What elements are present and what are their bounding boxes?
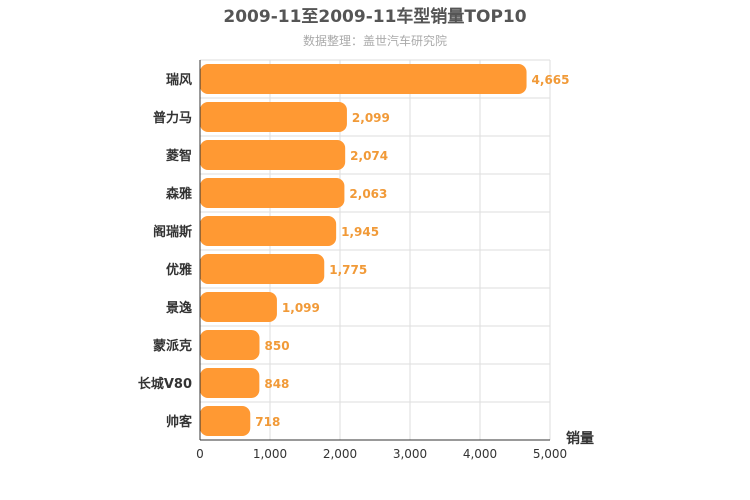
chart-subtitle: 数据整理：盖世汽车研究院: [303, 33, 447, 48]
category-label: 菱智: [166, 148, 192, 164]
category-label: 长城V80: [138, 376, 192, 392]
x-tick-label: 5,000: [533, 447, 567, 461]
chart-title: 2009-11至2009-11车型销量TOP10: [223, 6, 526, 27]
category-label: 帅客: [166, 414, 193, 430]
bar[interactable]: [200, 102, 347, 132]
value-label: 850: [265, 339, 290, 353]
category-label: 阁瑞斯: [153, 224, 192, 240]
labels: 0 1,000 2,000 3,000 4,000 5,000 瑞风 4,665 普力马 2,09…: [138, 72, 570, 461]
bar[interactable]: [200, 64, 527, 94]
bar[interactable]: [200, 254, 325, 284]
value-label: 848: [264, 377, 289, 391]
value-label: 2,074: [350, 149, 388, 163]
value-label: 718: [255, 415, 280, 429]
bar[interactable]: [200, 178, 345, 208]
category-label: 景逸: [166, 300, 192, 316]
bar[interactable]: [200, 406, 251, 436]
category-label: 瑞风: [166, 72, 192, 88]
bar[interactable]: [200, 330, 260, 360]
x-tick-label: 0: [196, 447, 204, 461]
value-label: 1,945: [341, 225, 379, 239]
grid-lines: [200, 59, 551, 441]
category-label: 普力马: [153, 110, 192, 126]
x-tick-label: 3,000: [393, 447, 427, 461]
value-label: 2,099: [352, 111, 390, 125]
bar[interactable]: [200, 292, 277, 322]
bar[interactable]: [200, 368, 260, 398]
x-axis-title: 销量: [566, 430, 594, 447]
category-label: 蒙派克: [153, 338, 192, 354]
bar[interactable]: [200, 216, 337, 246]
value-label: 2,063: [349, 187, 387, 201]
value-label: 4,665: [532, 73, 570, 87]
value-label: 1,099: [282, 301, 320, 315]
x-tick-label: 1,000: [253, 447, 287, 461]
category-label: 优雅: [166, 262, 192, 278]
category-label: 森雅: [166, 186, 192, 202]
value-label: 1,775: [329, 263, 367, 277]
x-tick-label: 2,000: [323, 447, 357, 461]
x-tick-label: 4,000: [463, 447, 497, 461]
bars: [200, 64, 527, 436]
bar[interactable]: [200, 140, 346, 170]
